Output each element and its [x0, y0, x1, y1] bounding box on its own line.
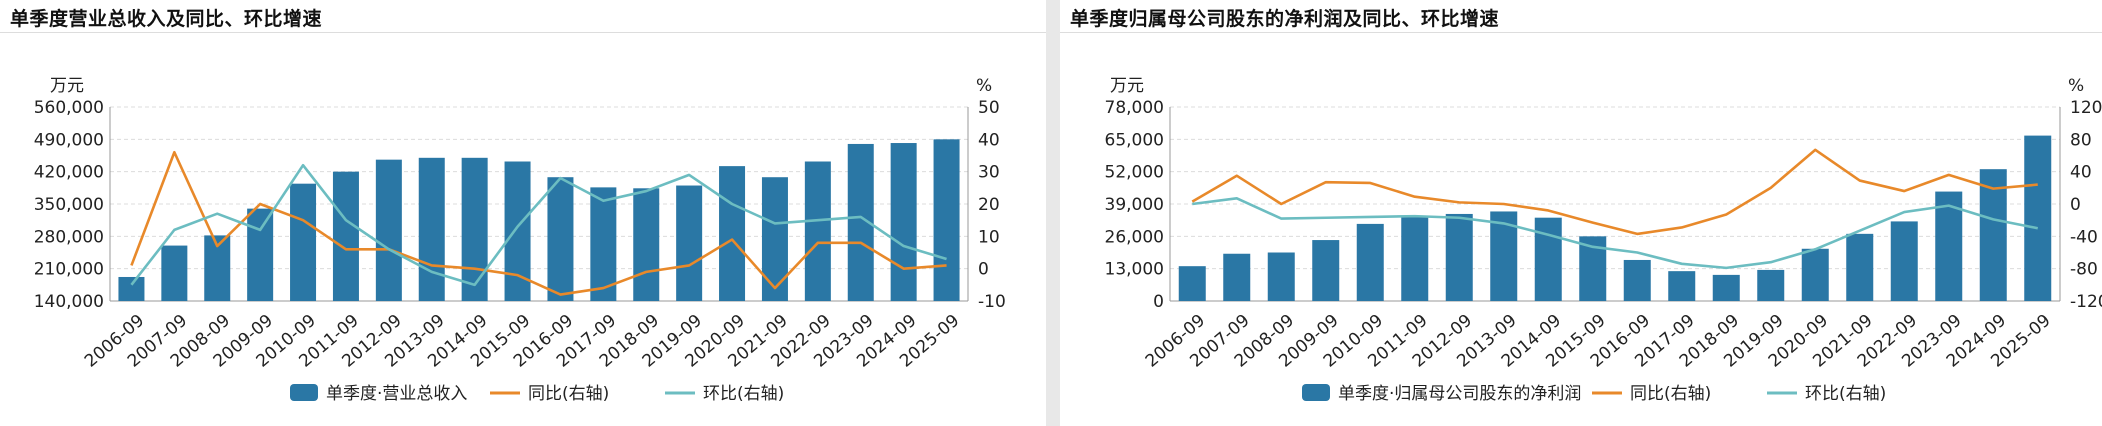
bar — [1668, 271, 1696, 301]
bar — [1623, 259, 1651, 301]
bar — [1178, 266, 1206, 301]
right-tick-label: 0 — [978, 260, 989, 280]
bar — [2024, 135, 2052, 301]
yoy-line — [130, 150, 947, 296]
bar — [1534, 217, 1562, 301]
left-tick-label: 280,000 — [34, 227, 104, 247]
bar — [247, 208, 274, 301]
right-tick-label: 50 — [978, 98, 1000, 118]
net-profit-chart: 万元 % 78,000 120 65,000 80 52,000 40 39,000 0 26,00… — [1105, 76, 2102, 404]
bar — [1401, 216, 1429, 301]
left-tick-label: 26,000 — [1105, 227, 1164, 247]
right-axis-unit: % — [2068, 76, 2084, 96]
qoq-line — [130, 163, 947, 287]
yoy-line — [1191, 148, 2038, 236]
bar — [290, 183, 317, 301]
legend-swatch-bar — [290, 384, 318, 401]
left-axis-unit: 万元 — [1110, 76, 1144, 96]
right-tick-label: 10 — [978, 227, 1000, 247]
right-tick-label: -10 — [978, 292, 1006, 312]
right-axis-unit: % — [976, 76, 992, 96]
legend-label: 单季度·营业总收入 — [326, 384, 467, 404]
left-tick-label: 420,000 — [34, 163, 104, 183]
bar — [118, 276, 145, 301]
title-divider — [0, 32, 1046, 33]
left-tick-label: 0 — [1153, 292, 1164, 312]
bar — [332, 171, 359, 301]
right-tick-label: 30 — [978, 163, 1000, 183]
bar — [1801, 248, 1829, 301]
bar — [1223, 253, 1251, 301]
legend-label: 环比(右轴) — [703, 384, 784, 404]
chart-title: 单季度归属母公司股东的净利润及同比、环比增速 — [1070, 8, 1500, 30]
right-tick-label: 40 — [978, 130, 1000, 150]
bar — [547, 177, 574, 301]
chart-panel-net-profit: 单季度归属母公司股东的净利润及同比、环比增速 万元% 78,000 120 65,00… — [1060, 0, 2102, 426]
bar — [1312, 240, 1340, 301]
right-tick-label: 0 — [2070, 195, 2081, 215]
chart-panel-revenue: 单季度营业总收入及同比、环比增速 万元% 560,000 50 490,000 40 42… — [0, 0, 1046, 426]
left-axis-unit: 万元 — [50, 76, 84, 96]
legend-swatch-bar — [1302, 384, 1330, 401]
bar — [933, 139, 960, 301]
bar — [1356, 223, 1384, 301]
left-tick-label: 560,000 — [34, 98, 104, 118]
left-tick-label: 140,000 — [34, 292, 104, 312]
bar — [1267, 252, 1295, 301]
bar — [719, 166, 746, 301]
bar — [676, 185, 703, 301]
left-tick-label: 65,000 — [1105, 130, 1164, 150]
bar — [590, 187, 617, 301]
legend-label: 同比(右轴) — [528, 384, 609, 404]
left-tick-label: 350,000 — [34, 195, 104, 215]
right-tick-label: -120 — [2070, 292, 2102, 312]
bar — [1979, 169, 2007, 301]
right-tick-label: 20 — [978, 195, 1000, 215]
chart-title: 单季度营业总收入及同比、环比增速 — [10, 8, 323, 30]
left-tick-label: 39,000 — [1105, 195, 1164, 215]
legend-label: 单季度·归属母公司股东的净利润 — [1338, 384, 1581, 404]
bar — [161, 245, 188, 301]
bar — [1846, 233, 1874, 301]
right-tick-label: -40 — [2070, 227, 2098, 247]
bar — [1890, 221, 1918, 301]
legend-label: 同比(右轴) — [1630, 384, 1711, 404]
qoq-line — [1192, 197, 2039, 270]
bar — [375, 159, 402, 301]
bar — [1757, 269, 1785, 301]
left-tick-label: 210,000 — [34, 260, 104, 280]
title-divider — [1060, 32, 2102, 33]
left-tick-label: 52,000 — [1105, 163, 1164, 183]
bar — [633, 188, 660, 301]
legend-label: 环比(右轴) — [1805, 384, 1886, 404]
right-tick-label: 40 — [2070, 163, 2092, 183]
left-tick-label: 78,000 — [1105, 98, 1164, 118]
right-tick-label: 120 — [2070, 98, 2102, 118]
bar — [1935, 191, 1963, 301]
bar — [418, 157, 445, 301]
right-tick-label: 80 — [2070, 130, 2092, 150]
right-tick-label: -80 — [2070, 260, 2098, 280]
bar — [804, 161, 831, 301]
bar — [1712, 274, 1740, 301]
revenue-chart: 万元 % 560,000 50 490,000 40 420,000 30 350,000 20 2… — [34, 76, 1006, 404]
bar — [761, 177, 788, 301]
bar — [890, 143, 917, 301]
bar — [1445, 213, 1473, 301]
left-tick-label: 13,000 — [1105, 260, 1164, 280]
bar — [461, 157, 488, 301]
left-tick-label: 490,000 — [34, 130, 104, 150]
panel-divider — [1046, 0, 1060, 426]
